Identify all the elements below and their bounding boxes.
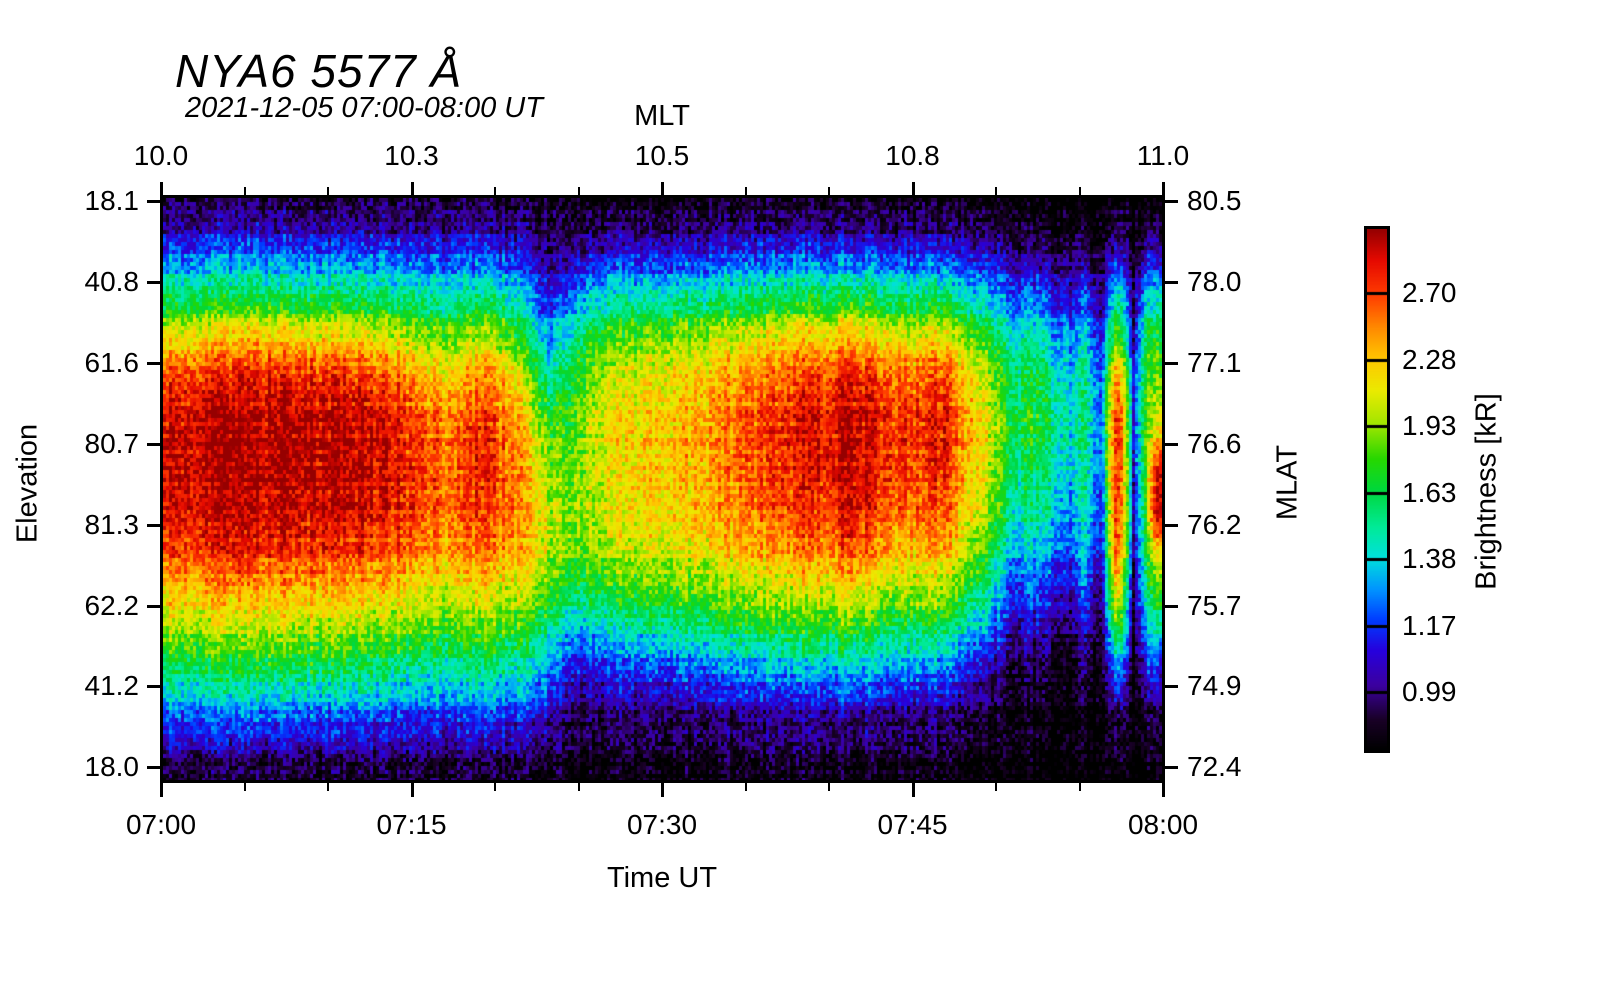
left-major-tick xyxy=(147,442,160,446)
bottom-minor-tick xyxy=(995,783,997,791)
bottom-axis-label-time-ut: Time UT xyxy=(606,862,718,894)
right-tick-label: 77.1 xyxy=(1187,346,1242,378)
top-tick-label: 10.8 xyxy=(885,140,940,171)
top-major-tick xyxy=(661,182,664,195)
bottom-minor-tick xyxy=(744,783,747,791)
top-minor-tick xyxy=(828,187,830,195)
left-tick-label: 61.6 xyxy=(84,346,140,378)
right-tick-label: 72.4 xyxy=(1187,751,1242,783)
top-minor-tick xyxy=(1078,187,1081,195)
left-major-tick xyxy=(147,604,160,608)
bottom-tick-label: 07:15 xyxy=(376,809,447,840)
bottom-tick-label: 07:30 xyxy=(626,809,698,840)
bottom-major-tick xyxy=(911,783,915,797)
colorbar-axis-label-brightness: Brightness [kR] xyxy=(1470,393,1503,590)
top-minor-tick xyxy=(744,187,747,195)
right-axis-label-mlat: MLAT xyxy=(1271,444,1304,521)
right-major-tick xyxy=(1165,523,1178,527)
right-major-tick xyxy=(1165,766,1178,770)
top-major-tick xyxy=(160,182,163,195)
top-major-tick xyxy=(1162,182,1165,195)
right-major-tick xyxy=(1165,280,1178,284)
left-major-tick xyxy=(147,200,160,203)
right-tick-label: 80.5 xyxy=(1187,185,1242,216)
top-minor-tick xyxy=(243,187,246,195)
bottom-tick-label: 08:00 xyxy=(1127,809,1199,840)
right-major-tick xyxy=(1165,685,1178,689)
left-major-tick xyxy=(147,523,160,527)
top-tick-label: 10.3 xyxy=(384,140,439,171)
left-tick-label: 62.2 xyxy=(84,589,140,621)
bottom-minor-tick xyxy=(243,783,246,791)
bottom-tick-label: 07:00 xyxy=(125,809,197,840)
left-tick-label: 18.1 xyxy=(84,185,140,216)
top-minor-tick xyxy=(995,187,997,195)
right-major-tick xyxy=(1165,200,1178,203)
bottom-tick-label: 07:45 xyxy=(877,809,948,840)
top-tick-label: 10.5 xyxy=(634,140,690,171)
top-minor-tick xyxy=(327,187,329,195)
bottom-major-tick xyxy=(661,783,664,797)
bottom-minor-tick xyxy=(828,783,830,791)
colorbar-tick-label: 1.93 xyxy=(1402,410,1457,441)
left-tick-label: 41.2 xyxy=(84,670,140,702)
right-major-tick xyxy=(1165,604,1178,608)
right-tick-label: 76.2 xyxy=(1187,508,1242,540)
left-major-tick xyxy=(147,685,160,689)
bottom-minor-tick xyxy=(1078,783,1081,791)
left-major-tick xyxy=(147,766,160,770)
plot-frame xyxy=(160,195,1165,783)
right-tick-label: 78.0 xyxy=(1187,265,1242,297)
left-major-tick xyxy=(147,361,160,365)
top-tick-label: 11.0 xyxy=(1136,140,1190,171)
top-minor-tick xyxy=(494,187,496,195)
colorbar-tick-label: 2.28 xyxy=(1402,343,1457,375)
bottom-major-tick xyxy=(160,783,163,797)
colorbar-frame xyxy=(1364,226,1390,753)
plot-subtitle: 2021-12-05 07:00-08:00 UT xyxy=(185,92,543,124)
right-major-tick xyxy=(1165,361,1178,365)
right-tick-label: 75.7 xyxy=(1187,589,1242,621)
colorbar-tick-label: 0.99 xyxy=(1402,676,1457,707)
left-tick-label: 80.7 xyxy=(84,427,140,459)
left-tick-label: 18.0 xyxy=(84,751,140,783)
colorbar-tick-label: 1.38 xyxy=(1402,543,1457,574)
colorbar-tick-label: 2.70 xyxy=(1402,277,1457,308)
right-major-tick xyxy=(1165,442,1178,446)
top-minor-tick xyxy=(577,187,580,195)
left-major-tick xyxy=(147,280,160,284)
top-major-tick xyxy=(911,182,915,195)
colorbar-canvas xyxy=(1367,229,1387,750)
bottom-major-tick xyxy=(410,783,414,797)
right-tick-label: 74.9 xyxy=(1187,670,1242,702)
right-tick-label: 76.6 xyxy=(1187,427,1242,459)
colorbar-tick-label: 1.17 xyxy=(1402,609,1457,641)
left-tick-label: 40.8 xyxy=(84,265,140,297)
plot-title: NYA6 5577 Å xyxy=(175,45,463,97)
bottom-minor-tick xyxy=(577,783,580,791)
left-axis-label-elevation: Elevation xyxy=(11,423,44,544)
bottom-minor-tick xyxy=(327,783,329,791)
keogram-heatmap-canvas xyxy=(163,198,1162,780)
colorbar-tick-label: 1.63 xyxy=(1402,476,1457,508)
bottom-minor-tick xyxy=(494,783,496,791)
top-tick-label: 10.0 xyxy=(133,140,189,171)
bottom-major-tick xyxy=(1162,783,1165,797)
left-tick-label: 81.3 xyxy=(84,508,140,540)
top-major-tick xyxy=(410,182,414,195)
top-axis-label-mlt: MLT xyxy=(634,100,690,132)
